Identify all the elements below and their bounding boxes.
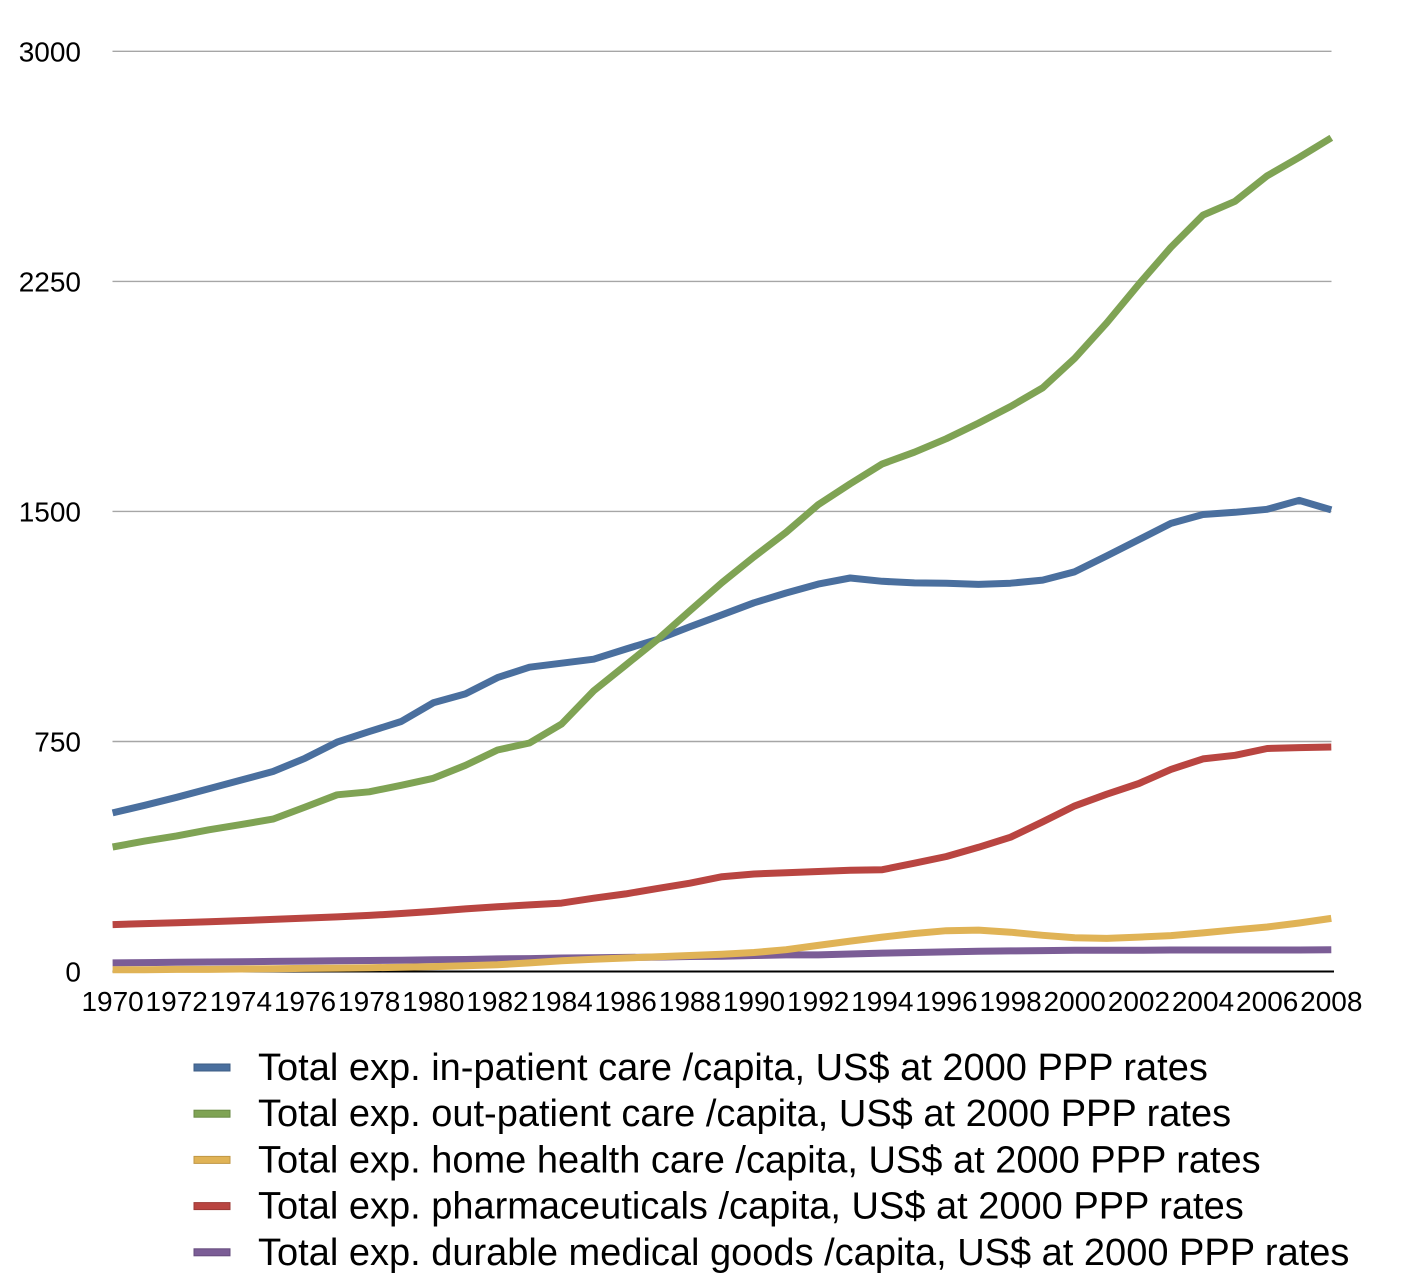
svg-text:1994: 1994 bbox=[851, 986, 913, 1017]
svg-text:Total exp. durable medical goo: Total exp. durable medical goods /capita… bbox=[258, 1232, 1349, 1274]
svg-text:Total exp. pharmaceuticals /ca: Total exp. pharmaceuticals /capita, US$ … bbox=[258, 1186, 1244, 1228]
svg-text:750: 750 bbox=[34, 727, 81, 758]
svg-text:1978: 1978 bbox=[338, 986, 400, 1017]
svg-text:1980: 1980 bbox=[402, 986, 464, 1017]
svg-text:3000: 3000 bbox=[19, 36, 81, 67]
svg-text:2000: 2000 bbox=[1044, 986, 1106, 1017]
svg-text:Total exp. in-patient care /ca: Total exp. in-patient care /capita, US$ … bbox=[258, 1047, 1208, 1089]
svg-text:1982: 1982 bbox=[466, 986, 528, 1017]
svg-text:2002: 2002 bbox=[1108, 986, 1170, 1017]
svg-text:1998: 1998 bbox=[979, 986, 1041, 1017]
svg-text:1984: 1984 bbox=[530, 986, 592, 1017]
svg-text:1986: 1986 bbox=[595, 986, 657, 1017]
svg-text:1992: 1992 bbox=[787, 986, 849, 1017]
svg-text:2004: 2004 bbox=[1172, 986, 1234, 1017]
svg-text:2006: 2006 bbox=[1236, 986, 1298, 1017]
svg-text:1996: 1996 bbox=[915, 986, 977, 1017]
svg-text:1976: 1976 bbox=[274, 986, 336, 1017]
svg-text:1970: 1970 bbox=[81, 986, 143, 1017]
svg-text:Total exp. out-patient care /c: Total exp. out-patient care /capita, US$… bbox=[258, 1093, 1231, 1135]
svg-text:1500: 1500 bbox=[19, 496, 81, 527]
svg-text:1974: 1974 bbox=[210, 986, 272, 1017]
svg-text:2250: 2250 bbox=[19, 266, 81, 297]
svg-text:1990: 1990 bbox=[723, 986, 785, 1017]
svg-text:1972: 1972 bbox=[146, 986, 208, 1017]
svg-text:1988: 1988 bbox=[659, 986, 721, 1017]
svg-text:2008: 2008 bbox=[1300, 986, 1362, 1017]
svg-text:Total exp. home health care /c: Total exp. home health care /capita, US$… bbox=[258, 1139, 1261, 1181]
svg-text:0: 0 bbox=[65, 957, 81, 988]
